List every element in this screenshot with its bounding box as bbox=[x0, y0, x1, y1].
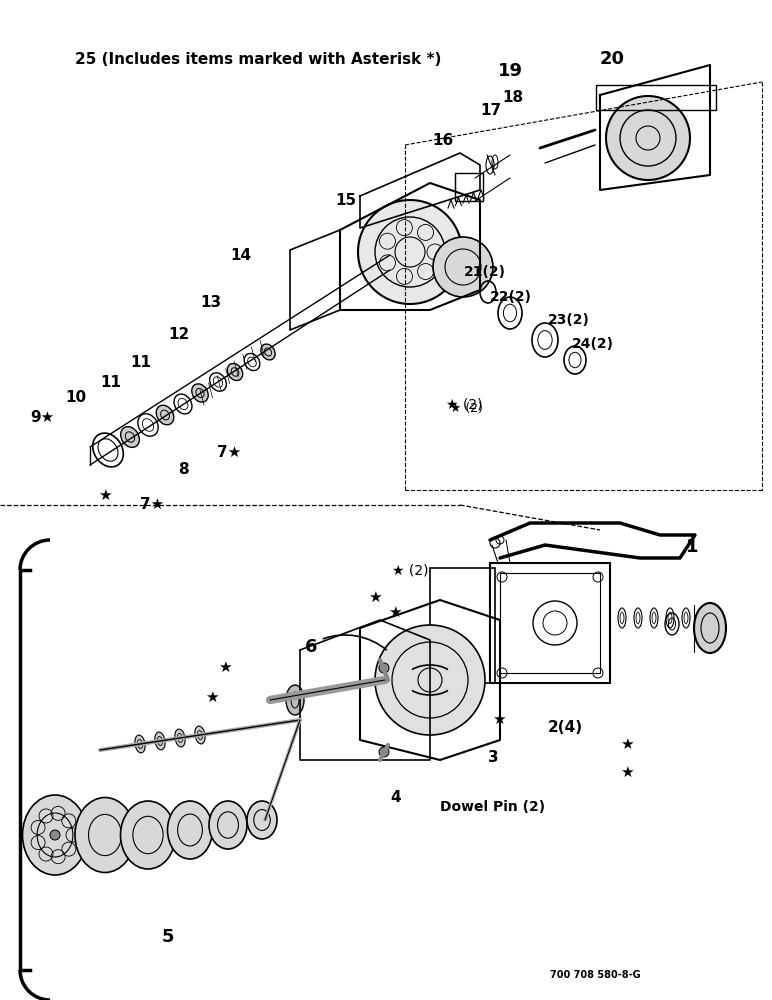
Text: ★ (2): ★ (2) bbox=[450, 402, 482, 415]
Text: 12: 12 bbox=[168, 327, 189, 342]
Text: 16: 16 bbox=[432, 133, 453, 148]
Bar bbox=[490, 563, 610, 683]
Text: 6: 6 bbox=[305, 638, 317, 656]
Ellipse shape bbox=[209, 801, 247, 849]
Text: 17: 17 bbox=[480, 103, 501, 118]
Bar bbox=[430, 568, 495, 683]
Circle shape bbox=[358, 200, 462, 304]
Ellipse shape bbox=[195, 726, 205, 744]
Text: 1: 1 bbox=[686, 538, 699, 556]
Text: 3: 3 bbox=[488, 750, 499, 765]
Circle shape bbox=[606, 96, 690, 180]
Ellipse shape bbox=[694, 603, 726, 653]
Text: 19: 19 bbox=[498, 62, 523, 80]
Text: 24(2): 24(2) bbox=[572, 337, 614, 351]
Text: 11: 11 bbox=[130, 355, 151, 370]
Text: ★: ★ bbox=[368, 590, 381, 605]
Text: 14: 14 bbox=[230, 248, 251, 263]
Text: 7★: 7★ bbox=[217, 445, 241, 460]
Text: ★: ★ bbox=[388, 605, 401, 620]
Text: ★: ★ bbox=[98, 488, 112, 503]
Ellipse shape bbox=[174, 729, 185, 747]
Text: ★: ★ bbox=[218, 660, 232, 675]
Text: 10: 10 bbox=[65, 390, 86, 405]
Text: 15: 15 bbox=[335, 193, 356, 208]
Bar bbox=[455, 173, 483, 201]
Text: 5: 5 bbox=[162, 928, 174, 946]
Text: 8: 8 bbox=[178, 462, 188, 477]
Text: 21(2): 21(2) bbox=[464, 265, 506, 279]
Circle shape bbox=[433, 237, 493, 297]
Ellipse shape bbox=[75, 798, 135, 872]
Text: ★ (2): ★ (2) bbox=[446, 398, 482, 412]
Ellipse shape bbox=[120, 801, 175, 869]
Bar bbox=[500, 573, 600, 673]
Text: 23(2): 23(2) bbox=[548, 313, 590, 327]
Circle shape bbox=[379, 747, 389, 757]
Text: 7★: 7★ bbox=[140, 497, 164, 512]
Ellipse shape bbox=[22, 795, 87, 875]
Ellipse shape bbox=[191, 384, 208, 402]
Text: 9★: 9★ bbox=[30, 410, 54, 425]
Circle shape bbox=[379, 663, 389, 673]
Ellipse shape bbox=[120, 427, 139, 447]
Text: 700 708 580-8-G: 700 708 580-8-G bbox=[550, 970, 641, 980]
Text: 18: 18 bbox=[502, 90, 523, 105]
Text: 2(4): 2(4) bbox=[548, 720, 583, 735]
Text: ★: ★ bbox=[205, 690, 218, 705]
Text: 13: 13 bbox=[200, 295, 221, 310]
Circle shape bbox=[375, 625, 485, 735]
Ellipse shape bbox=[156, 405, 174, 425]
Ellipse shape bbox=[286, 685, 304, 715]
Text: Dowel Pin (2): Dowel Pin (2) bbox=[440, 800, 545, 814]
Ellipse shape bbox=[261, 344, 275, 360]
Ellipse shape bbox=[168, 801, 212, 859]
Bar bbox=[596, 85, 716, 110]
Text: 11: 11 bbox=[100, 375, 121, 390]
Text: 22(2): 22(2) bbox=[490, 290, 532, 304]
Circle shape bbox=[50, 830, 60, 840]
Text: 25 (Includes items marked with Asterisk *): 25 (Includes items marked with Asterisk … bbox=[75, 52, 442, 67]
Text: ★: ★ bbox=[620, 765, 634, 780]
Text: ★: ★ bbox=[492, 712, 506, 727]
Text: 4: 4 bbox=[390, 790, 401, 805]
Text: 20: 20 bbox=[600, 50, 625, 68]
Text: ★ (2): ★ (2) bbox=[392, 563, 428, 577]
Ellipse shape bbox=[247, 801, 277, 839]
Text: ★: ★ bbox=[620, 737, 634, 752]
Ellipse shape bbox=[135, 735, 145, 753]
Ellipse shape bbox=[227, 363, 242, 381]
Ellipse shape bbox=[155, 732, 165, 750]
